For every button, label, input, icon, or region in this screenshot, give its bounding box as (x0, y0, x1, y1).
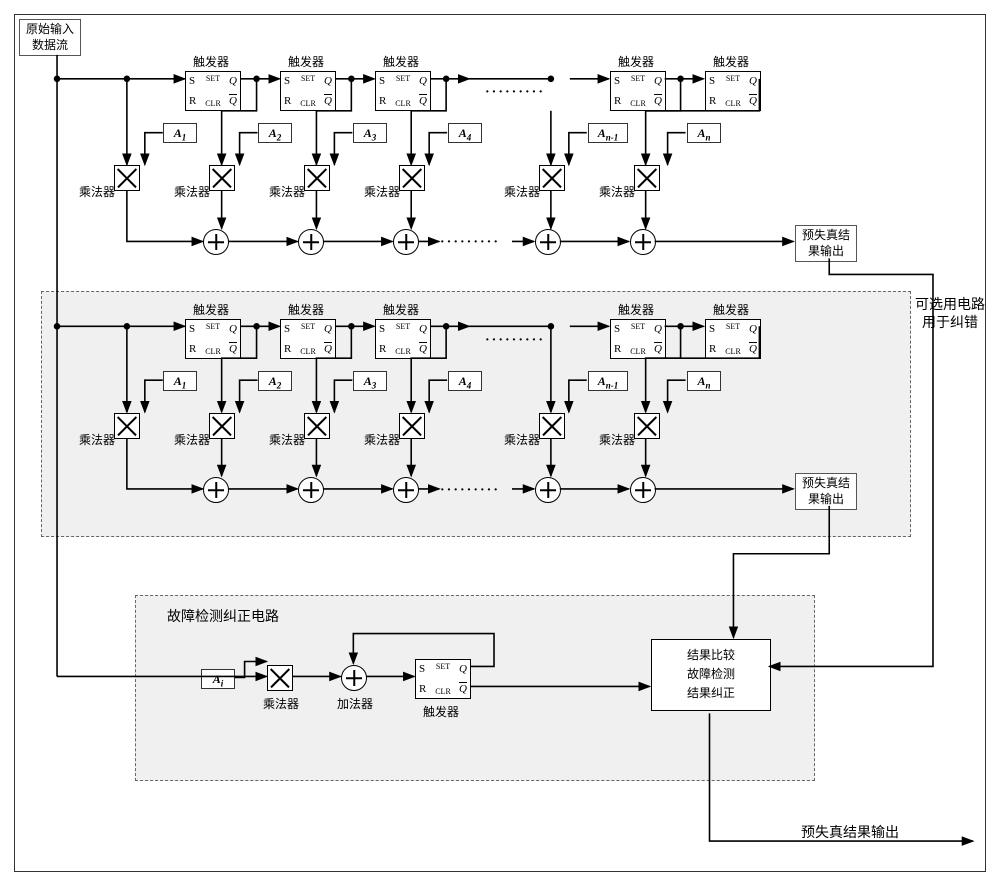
adder (393, 477, 419, 503)
flipflop: SSETQRCLRQ (185, 71, 241, 111)
flipflop: SSETQRCLRQ (375, 71, 431, 111)
coef-a1: A1 (163, 371, 197, 391)
flipflop: SSETQRCLRQ (185, 319, 241, 359)
multiplier (634, 165, 660, 191)
trigger-label: 触发器 (383, 303, 419, 318)
flipflop: SSETQRCLRQ (280, 319, 336, 359)
flipflop: SSETQRCLRQ (610, 319, 666, 359)
flipflop: SSETQRCLRQ (610, 71, 666, 111)
optional-circuit-label: 可选用电路 用于纠错 (915, 297, 985, 332)
multiplier (539, 413, 565, 439)
coef-a2: A2 (258, 371, 292, 391)
coef-a4: A4 (448, 371, 482, 391)
flipflop: SSETQRCLRQ (705, 71, 761, 111)
multiplier-label: 乘法器 (364, 185, 400, 200)
trigger-label: 触发器 (193, 55, 229, 70)
coef-an: An (687, 123, 721, 143)
predistort-output-2: 预失真结 果输出 (795, 473, 857, 510)
multiplier (209, 413, 235, 439)
adder (535, 477, 561, 503)
coef-an1: An-1 (588, 371, 628, 391)
multiplier (209, 165, 235, 191)
multiplier-label: 乘法器 (364, 433, 400, 448)
multiplier-label: 乘法器 (174, 185, 210, 200)
flipflop: SSETQRCLRQ (280, 71, 336, 111)
trigger-label: 触发器 (193, 303, 229, 318)
ellipsis: ········· (485, 333, 545, 349)
trigger-label: 触发器 (288, 55, 324, 70)
adder (341, 665, 367, 691)
flipflop: SSETQRCLRQ (375, 319, 431, 359)
multiplier (539, 165, 565, 191)
multiplier (114, 413, 140, 439)
coef-ai: Ai (201, 669, 235, 689)
adder (393, 229, 419, 255)
multiplier-label: 乘法器 (263, 697, 299, 712)
multiplier-label: 乘法器 (504, 185, 540, 200)
trigger-label: 触发器 (618, 55, 654, 70)
multiplier-label: 乘法器 (269, 433, 305, 448)
compare-detect-correct-box: 结果比较 故障检测 结果纠正 (651, 639, 771, 711)
ellipsis: ········· (485, 85, 545, 101)
optional-circuit-region (41, 291, 911, 537)
ellipsis: ········· (440, 235, 500, 251)
multiplier-label: 乘法器 (79, 433, 115, 448)
adder (630, 477, 656, 503)
multiplier-label: 乘法器 (174, 433, 210, 448)
coef-a3: A3 (353, 123, 387, 143)
adder (203, 229, 229, 255)
multiplier (634, 413, 660, 439)
adder (535, 229, 561, 255)
trigger-label: 触发器 (713, 303, 749, 318)
multiplier (399, 413, 425, 439)
multiplier (399, 165, 425, 191)
multiplier (304, 165, 330, 191)
coef-an: An (687, 371, 721, 391)
multiplier-label: 乘法器 (599, 433, 635, 448)
fault-section-label: 故障检测纠正电路 (167, 609, 279, 627)
multiplier (304, 413, 330, 439)
diagram-canvas: 原始输入 数据流 可选用电路 用于纠错 故障检测纠正电路 触发器 触发器 触发器… (14, 14, 986, 872)
multiplier-label: 乘法器 (269, 185, 305, 200)
adder-label: 加法器 (337, 697, 373, 712)
input-label: 原始输入 数据流 (19, 19, 81, 56)
trigger-label: 触发器 (618, 303, 654, 318)
coef-a3: A3 (353, 371, 387, 391)
adder (203, 477, 229, 503)
trigger-label: 触发器 (713, 55, 749, 70)
adder (298, 477, 324, 503)
ellipsis: ········· (440, 483, 500, 499)
adder (298, 229, 324, 255)
coef-a2: A2 (258, 123, 292, 143)
flipflop: SSETQRCLRQ (415, 659, 471, 699)
adder (630, 229, 656, 255)
coef-a1: A1 (163, 123, 197, 143)
multiplier-label: 乘法器 (504, 433, 540, 448)
final-output-label: 预失真结果输出 (801, 825, 899, 843)
trigger-label: 触发器 (288, 303, 324, 318)
coef-a4: A4 (448, 123, 482, 143)
trigger-label: 触发器 (383, 55, 419, 70)
multiplier (267, 665, 293, 691)
multiplier (114, 165, 140, 191)
trigger-label: 触发器 (423, 705, 459, 720)
multiplier-label: 乘法器 (79, 185, 115, 200)
flipflop: SSETQRCLRQ (705, 319, 761, 359)
coef-an1: An-1 (588, 123, 628, 143)
multiplier-label: 乘法器 (599, 185, 635, 200)
predistort-output-1: 预失真结 果输出 (795, 225, 857, 262)
